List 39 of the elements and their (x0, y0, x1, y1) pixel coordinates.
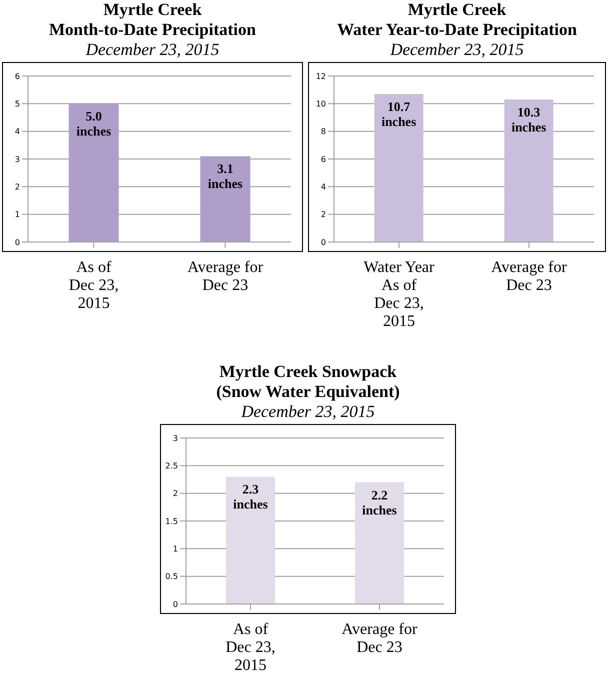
x-tick-label: As of Dec 23, 2015 (226, 621, 276, 674)
chart-title: Myrtle Creek Water Year-to-Date Precipitation (336, 0, 578, 40)
x-tick-label: Average for Dec 23 (342, 621, 418, 656)
data-label: 10.3 inches (511, 104, 546, 135)
x-tick-label: Water Year As of Dec 23, 2015 (364, 259, 436, 330)
y-tick-label: 5 (14, 100, 20, 109)
y-tick-label: 4 (320, 182, 326, 192)
y-tick-label: 0 (320, 238, 326, 247)
y-tick-label: 6 (320, 154, 326, 164)
chart-subtitle: December 23, 2015 (84, 40, 220, 61)
y-tick-label: 3 (14, 154, 20, 164)
y-tick-label: 8 (320, 127, 326, 136)
data-label: 5.0 inches (76, 108, 112, 139)
data-label: 2.2 inches (362, 487, 397, 518)
y-tick-label: 10 (316, 100, 326, 109)
chart-subtitle: December 23, 2015 (240, 402, 376, 423)
data-label: 10.7 inches (381, 98, 416, 129)
y-tick-label: 0.5 (165, 572, 178, 582)
data-label: 2.3 inches (233, 482, 268, 512)
y-tick-label: 0 (172, 600, 178, 609)
x-tick-label: Average for Dec 23 (491, 259, 568, 294)
y-tick-label: 3 (172, 434, 178, 443)
y-tick-label: 4 (14, 127, 20, 136)
y-tick-label: 1 (14, 210, 20, 220)
y-tick-label: 2.5 (165, 462, 178, 471)
x-tick-label: As of Dec 23, 2015 (68, 259, 119, 312)
y-tick-label: 1.5 (165, 516, 178, 526)
x-tick-label: Average for Dec 23 (187, 259, 264, 294)
y-tick-label: 6 (14, 72, 20, 81)
chart-title: Myrtle Creek Month-to-Date Precipitation (48, 0, 257, 40)
data-label: 3.1 inches (208, 161, 243, 192)
chart-subtitle: December 23, 2015 (389, 40, 525, 61)
chart-title: Myrtle Creek Snowpack (Snow Water Equivalent) (215, 362, 401, 402)
y-tick-label: 1 (172, 544, 178, 554)
y-tick-label: 0 (14, 238, 20, 247)
y-tick-label: 12 (316, 72, 326, 81)
y-tick-label: 2 (172, 489, 178, 498)
y-tick-label: 2 (320, 210, 326, 220)
y-tick-label: 2 (14, 182, 20, 192)
